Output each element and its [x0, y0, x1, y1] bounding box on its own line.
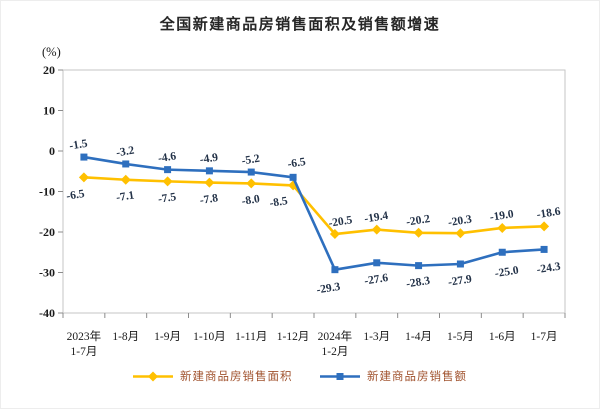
x-axis-category-label: 1-2月: [321, 346, 348, 358]
data-label: -19.0: [489, 208, 515, 224]
x-axis-category-label: 1-5月: [447, 331, 474, 343]
legend-item-sales-area: 新建商品房销售面积: [131, 368, 293, 384]
x-axis-category-label: 1-6月: [489, 331, 516, 343]
data-label: -1.5: [69, 138, 89, 153]
data-label: -8.5: [269, 195, 289, 210]
data-point-marker: [164, 166, 172, 174]
data-label: -29.3: [316, 281, 342, 297]
series-line-0: [83, 176, 545, 236]
data-point-marker: [540, 245, 548, 253]
data-label: -19.4: [364, 210, 390, 226]
sales-area-legend-line-icon: [133, 371, 173, 381]
data-point-marker: [415, 262, 423, 270]
x-axis-category-label: 1-8月: [112, 331, 139, 343]
line-chart-plot: 20 10 0 -10 -20 -30 -40 2023年 1-7月 1-8月 1-9月 1-10月 1…: [39, 63, 566, 358]
data-point-marker: [246, 178, 257, 189]
data-label: -6.5: [66, 188, 86, 203]
data-point-marker: [539, 221, 550, 232]
data-label: -24.3: [536, 261, 562, 277]
legend-item-sales-amount: 新建商品房销售额: [318, 368, 467, 384]
data-label: -6.5: [287, 156, 307, 171]
legend-marker: [336, 372, 344, 380]
y-axis-tick-label: 20: [43, 63, 55, 77]
data-point-marker: [371, 224, 382, 235]
chart-title: 全国新建商品房销售面积及销售额增速: [159, 16, 441, 33]
y-axis-tick-label: -10: [39, 185, 55, 199]
data-label: -7.8: [199, 192, 219, 207]
data-point-marker: [331, 266, 339, 274]
data-point-marker: [373, 259, 381, 267]
y-axis-tick-label: -40: [39, 306, 55, 320]
data-point-marker: [122, 160, 130, 168]
data-label: -20.5: [328, 214, 354, 230]
legend-label-sales-area: 新建商品房销售面积: [180, 371, 293, 383]
x-axis-category-label: 1-4月: [405, 331, 432, 343]
x-axis-category-label: 1-11月: [235, 331, 267, 343]
x-axis-category-label: 1-7月: [531, 331, 558, 343]
data-point-marker: [205, 167, 213, 175]
x-axis-category-label: 1-10月: [193, 331, 226, 343]
x-axis-category-label: 1-9月: [154, 331, 181, 343]
data-point-marker: [456, 260, 464, 268]
data-label: -7.1: [115, 189, 135, 204]
data-point-marker: [329, 229, 340, 240]
data-label: -27.9: [447, 273, 473, 289]
data-label: -20.2: [405, 213, 431, 229]
x-axis-category-label: 1-7月: [70, 346, 97, 358]
data-label: -7.5: [157, 191, 177, 206]
x-axis-category-label: 1-3月: [363, 331, 390, 343]
data-point-marker: [289, 173, 297, 181]
y-axis-tick-label: -20: [39, 225, 55, 239]
data-point-marker: [497, 222, 508, 233]
data-label: -27.6: [364, 272, 390, 288]
y-axis-unit-label: (%): [42, 45, 61, 59]
data-label: -25.0: [494, 264, 520, 280]
data-point-marker: [498, 248, 506, 256]
legend-marker: [148, 371, 158, 381]
sales-amount-legend-line-icon: [320, 372, 360, 380]
data-point-marker: [204, 177, 215, 188]
data-label: -3.2: [115, 145, 135, 160]
y-axis-tick-label: -30: [39, 266, 55, 280]
data-label: -18.6: [536, 206, 562, 222]
legend: 新建商品房销售面积 新建商品房销售额: [0, 368, 600, 388]
data-label: -4.6: [157, 150, 177, 165]
data-point-marker: [455, 228, 466, 239]
x-axis-category-label: 2024年: [318, 329, 353, 343]
data-point-marker: [162, 176, 173, 187]
data-label: -28.3: [405, 275, 431, 291]
data-point-marker: [78, 172, 89, 183]
x-axis-category-label: 1-12月: [277, 331, 310, 343]
legend-label-sales-amount: 新建商品房销售额: [367, 371, 467, 383]
data-label: -8.0: [241, 193, 261, 208]
data-point-marker: [80, 153, 88, 161]
data-point-marker: [247, 168, 255, 176]
y-axis-tick-label: 10: [43, 104, 55, 118]
x-axis-category-label: 2023年: [67, 329, 102, 343]
y-axis-tick-label: 0: [49, 144, 55, 158]
data-label: -4.9: [199, 151, 219, 166]
plot-frame: [62, 69, 566, 314]
data-label: -20.3: [447, 213, 473, 229]
data-point-marker: [413, 227, 424, 238]
data-label: -5.2: [241, 153, 261, 168]
series-line-1: [83, 155, 545, 271]
data-point-marker: [120, 174, 131, 185]
